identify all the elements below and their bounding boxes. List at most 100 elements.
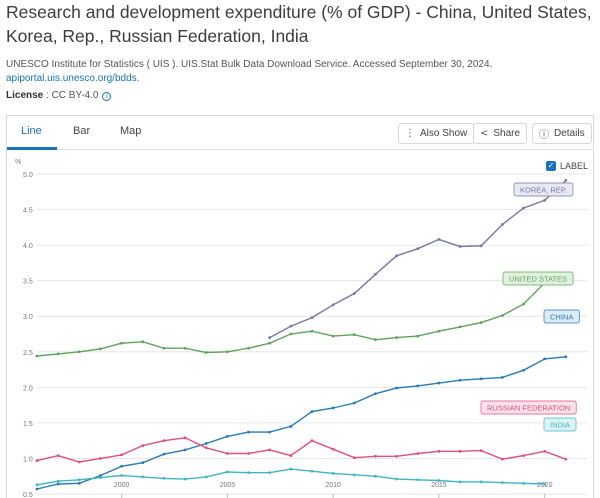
- data-point: [268, 430, 272, 434]
- data-point: [268, 448, 272, 452]
- data-point: [120, 453, 124, 457]
- data-point: [268, 336, 272, 339]
- data-point: [500, 223, 504, 226]
- data-point: [543, 198, 547, 202]
- data-point: [543, 449, 547, 453]
- data-point: [500, 457, 504, 461]
- details-label: Details: [554, 128, 585, 139]
- label-toggle[interactable]: ✓ LABEL: [546, 161, 588, 171]
- data-point: [225, 350, 229, 354]
- data-point: [162, 439, 166, 443]
- data-point: [247, 452, 250, 455]
- data-point: [395, 386, 399, 390]
- x-tick-label: 2015: [431, 482, 447, 489]
- data-point: [204, 475, 208, 479]
- data-point: [331, 471, 335, 475]
- data-point: [479, 321, 483, 325]
- series-label-box: [543, 309, 580, 324]
- data-point: [352, 333, 356, 337]
- data-point: [374, 392, 377, 396]
- series-line: [36, 437, 567, 463]
- data-point: [500, 375, 504, 379]
- data-point: [310, 329, 314, 333]
- data-point: [162, 476, 166, 480]
- also-show-label: Also Show: [420, 128, 468, 139]
- license-value: : CC BY-4.0: [43, 90, 99, 101]
- x-tick-label: 2010: [325, 482, 341, 489]
- data-point: [437, 381, 441, 385]
- data-point: [458, 449, 462, 453]
- data-point: [225, 435, 229, 438]
- data-point: [458, 480, 462, 484]
- y-axis-label: %: [15, 159, 21, 166]
- data-point: [458, 245, 462, 248]
- chart-panel: Line Bar Map ⋮ Also Show < Share ⓘ Details …: [6, 115, 594, 498]
- data-point: [77, 478, 81, 482]
- active-tab-indicator: [7, 147, 57, 150]
- tab-bar[interactable]: Bar: [73, 125, 91, 137]
- details-button[interactable]: ⓘ Details: [532, 123, 592, 144]
- y-tick-label: 2.5: [23, 350, 33, 357]
- data-point: [395, 254, 399, 258]
- data-point: [99, 476, 102, 480]
- tab-map[interactable]: Map: [120, 125, 142, 137]
- data-point: [35, 483, 39, 487]
- series-label: CHINA: [550, 313, 573, 322]
- share-button[interactable]: < Share: [473, 123, 528, 144]
- y-tick-label: 5.0: [23, 172, 33, 179]
- data-point: [247, 471, 250, 475]
- data-point: [479, 377, 483, 381]
- y-tick-label: 1.5: [23, 421, 33, 428]
- y-tick-label: 0.5: [23, 492, 33, 498]
- data-point: [162, 346, 166, 350]
- data-point: [543, 357, 547, 361]
- data-point: [416, 247, 420, 251]
- source-link[interactable]: apiportal.uis.unesco.org/bdds.: [6, 73, 140, 84]
- data-point: [479, 449, 483, 453]
- data-point: [35, 459, 39, 462]
- data-point: [141, 444, 145, 448]
- view-tabs: Line Bar Map ⋮ Also Show < Share ⓘ Details: [7, 116, 593, 150]
- data-point: [564, 355, 568, 359]
- data-point: [374, 272, 377, 276]
- series-label-box: [543, 417, 577, 432]
- data-point: [437, 329, 441, 333]
- data-point: [183, 436, 187, 440]
- also-show-button[interactable]: ⋮ Also Show: [398, 123, 475, 144]
- x-tick-label: 2000: [114, 482, 130, 489]
- data-point: [352, 401, 356, 405]
- data-point: [458, 325, 462, 329]
- data-point: [268, 471, 272, 475]
- data-point: [183, 477, 187, 481]
- data-point: [204, 351, 208, 354]
- data-point: [204, 446, 208, 450]
- data-point: [352, 473, 356, 477]
- data-point: [522, 302, 525, 306]
- series-label: KOREA, REP.: [520, 186, 567, 195]
- data-point: [522, 368, 525, 372]
- data-point: [374, 454, 377, 458]
- label-checkbox[interactable]: ✓: [546, 161, 556, 171]
- y-tick-label: 3.0: [23, 314, 33, 321]
- data-point: [120, 464, 124, 468]
- label-toggle-text: LABEL: [560, 161, 589, 171]
- data-point: [289, 332, 293, 336]
- data-point: [352, 292, 356, 295]
- data-point: [374, 338, 377, 342]
- data-point: [120, 341, 124, 345]
- tab-line[interactable]: Line: [21, 125, 42, 137]
- data-point: [437, 238, 441, 241]
- y-tick-label: 4.0: [23, 243, 33, 250]
- share-label: Share: [493, 128, 521, 139]
- data-point: [247, 346, 250, 350]
- data-point: [437, 449, 441, 453]
- data-point: [141, 475, 145, 479]
- data-point: [331, 334, 335, 338]
- info-icon[interactable]: i: [102, 92, 112, 101]
- data-point: [416, 452, 420, 455]
- data-point: [479, 480, 483, 484]
- series-label-box: [480, 400, 577, 415]
- data-point: [479, 244, 483, 248]
- data-point: [99, 474, 102, 477]
- data-point: [522, 481, 525, 485]
